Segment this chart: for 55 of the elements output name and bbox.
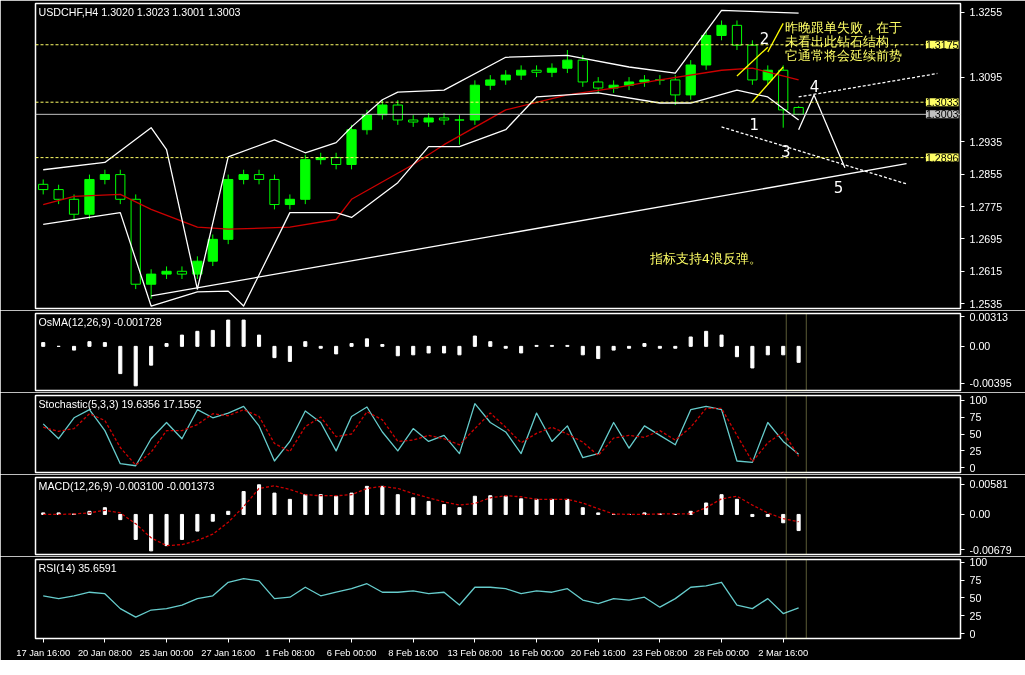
y-tick-label: 1.3095 xyxy=(969,71,1003,84)
y-tick-label: 0 xyxy=(969,461,976,474)
x-tick-label: 1 Feb 08:00 xyxy=(264,647,315,658)
y-tick-label: 1.2935 xyxy=(969,135,1003,148)
x-tick-label: 27 Jan 16:00 xyxy=(201,647,256,658)
x-tick-label: 20 Jan 08:00 xyxy=(77,647,132,658)
annotation: 它通常将会延续前势 xyxy=(784,48,902,64)
y-tick-label: -0.00395 xyxy=(969,377,1012,390)
chart-title: MACD(12,26,9) -0.003100 -0.001373 xyxy=(38,479,215,492)
x-tick-label: 28 Feb 00:00 xyxy=(694,647,750,658)
ref-line-label: 1.3175 xyxy=(925,38,959,51)
annotation: 2 xyxy=(759,30,770,49)
x-tick-label: 25 Jan 00:00 xyxy=(139,647,194,658)
annotation: 3 xyxy=(781,142,791,161)
y-tick-label: 1.2695 xyxy=(969,232,1003,245)
y-tick-label: 75 xyxy=(969,574,982,587)
x-tick-label: 13 Feb 08:00 xyxy=(447,647,503,658)
annotation: 未看出此钻石结构， xyxy=(784,34,902,50)
y-tick-label: 25 xyxy=(969,609,982,622)
y-tick-label: 1.2615 xyxy=(969,265,1003,278)
x-tick-label: 2 Mar 16:00 xyxy=(758,647,809,658)
y-tick-label: 50 xyxy=(969,428,982,440)
annotation: 昨晚跟单失败，在于 xyxy=(784,20,902,36)
y-tick-label: -0.00679 xyxy=(969,543,1012,556)
chart-title: Stochastic(5,3,3) 19.6356 17.1552 xyxy=(38,397,202,410)
chart-title: RSI(14) 35.6591 xyxy=(38,561,117,574)
y-tick-label: 50 xyxy=(969,591,982,604)
ref-line-label: 1.3033 xyxy=(925,96,959,109)
annotation: 4 xyxy=(809,77,820,96)
chart-title: OsMA(12,26,9) -0.001728 xyxy=(38,315,162,328)
x-tick-label: 8 Feb 16:00 xyxy=(388,647,439,658)
x-tick-label: 16 Feb 00:00 xyxy=(509,647,565,658)
y-tick-label: 1.2855 xyxy=(969,168,1003,181)
y-tick-label: 1.3255 xyxy=(969,6,1003,19)
y-tick-label: 100 xyxy=(969,556,988,569)
y-tick-label: 0.00581 xyxy=(969,478,1009,491)
y-tick-label: 25 xyxy=(969,444,982,457)
chart-title: USDCHF,H4 1.3020 1.3023 1.3001 1.3003 xyxy=(38,5,241,18)
y-tick-label: 1.2775 xyxy=(969,200,1003,213)
annotation: 指标支持4浪反弹。 xyxy=(648,250,762,266)
ref-line-label: 1.3003 xyxy=(925,108,959,121)
y-tick-label: 1.2535 xyxy=(969,297,1003,310)
y-tick-label: 0.00 xyxy=(969,508,991,521)
y-tick-label: 0.00 xyxy=(969,340,991,353)
ref-line-label: 1.2896 xyxy=(925,151,959,164)
x-tick-label: 23 Feb 08:00 xyxy=(632,647,688,658)
y-tick-label: 100 xyxy=(969,394,988,407)
x-tick-label: 6 Feb 00:00 xyxy=(326,647,377,658)
annotation: 5 xyxy=(833,179,844,198)
x-tick-label: 17 Jan 16:00 xyxy=(16,647,71,658)
y-tick-label: 0.00313 xyxy=(969,310,1009,323)
y-tick-label: 75 xyxy=(969,411,982,424)
x-tick-label: 20 Feb 16:00 xyxy=(570,647,626,658)
y-tick-label: 0 xyxy=(969,627,976,640)
annotation: 1 xyxy=(749,115,760,134)
